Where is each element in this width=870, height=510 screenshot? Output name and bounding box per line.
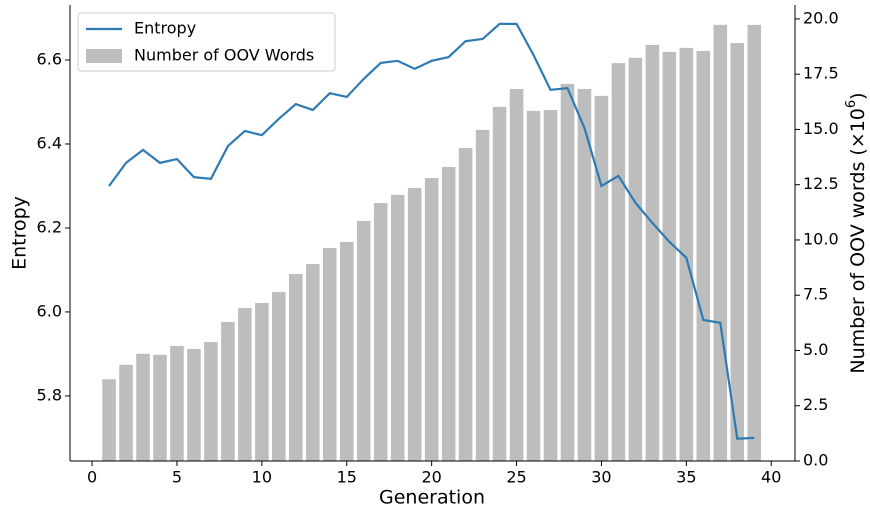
y2-tick-label: 7.5 [803, 285, 828, 304]
y2-tick-label: 10.0 [803, 229, 839, 248]
y-axis-label: Entropy [9, 196, 31, 270]
bar [662, 51, 677, 461]
bar [373, 203, 388, 461]
bar [492, 106, 507, 462]
legend-swatch [86, 49, 122, 63]
x-tick-label: 35 [676, 468, 696, 487]
bar [526, 110, 541, 461]
bar [475, 129, 490, 461]
bar [594, 95, 609, 461]
bar [543, 109, 558, 461]
y2-label-close: ) [847, 92, 869, 99]
x-tick-label: 25 [506, 468, 526, 487]
legend-label: Number of OOV Words [134, 46, 314, 65]
bar [153, 354, 167, 461]
bar [204, 342, 218, 461]
line [108, 22, 755, 440]
bar [611, 63, 626, 462]
bar [645, 45, 660, 462]
y-tick-label: 6.4 [37, 133, 62, 152]
bar [577, 88, 592, 461]
y2-label-exponent: 6 [844, 100, 859, 108]
y2-axis-label: Number of OOV words (×106) [844, 92, 869, 373]
y-tick-label: 5.8 [37, 385, 62, 404]
bar [747, 24, 762, 461]
y2-tick-label: 12.5 [803, 174, 839, 193]
y2-tick-label: 0.0 [803, 451, 828, 470]
legend-label: Entropy [134, 19, 196, 38]
bar [679, 47, 694, 462]
bar [424, 178, 439, 462]
bar [238, 308, 252, 461]
legend: Entropy Number of OOV Words [77, 12, 336, 72]
bar [272, 291, 286, 461]
bar [458, 148, 473, 461]
x-axis-label: Generation [379, 487, 485, 509]
y2-label-text: Number of OOV words (×10 [847, 108, 869, 373]
bar [119, 364, 133, 461]
bar [255, 302, 269, 461]
bar [713, 24, 728, 461]
bar [441, 167, 456, 461]
bar [356, 220, 371, 461]
y-tick-label: 6.2 [37, 217, 62, 236]
bar [306, 264, 320, 461]
bar [102, 379, 116, 461]
bar [560, 83, 575, 461]
y2-tick-label: 17.5 [803, 64, 839, 83]
x-tick-label: 30 [591, 468, 611, 487]
bar [187, 348, 201, 461]
legend-box [77, 12, 336, 72]
bar [136, 353, 150, 461]
x-tick-label: 10 [252, 468, 272, 487]
bar [221, 321, 235, 461]
x-tick-label: 20 [421, 468, 441, 487]
x-tick-label: 15 [337, 468, 357, 487]
y2-tick-label: 20.0 [803, 8, 839, 27]
bar [390, 194, 405, 461]
bar [509, 88, 524, 461]
y-tick-label: 6.0 [37, 301, 62, 320]
y2-tick-label: 15.0 [803, 119, 839, 138]
y-tick-label: 6.6 [37, 50, 62, 69]
bar [322, 247, 337, 461]
bar [628, 57, 643, 462]
bar [407, 188, 422, 461]
bar [170, 346, 184, 461]
x-tick-label: 40 [761, 468, 781, 487]
y2-tick-label: 5.0 [803, 340, 828, 359]
bar [696, 50, 711, 461]
bar [339, 241, 354, 461]
bar [730, 43, 745, 461]
bar [289, 274, 303, 461]
y2-tick-label: 2.5 [803, 395, 828, 414]
x-tick-label: 0 [87, 468, 97, 487]
x-tick-label: 5 [172, 468, 182, 487]
